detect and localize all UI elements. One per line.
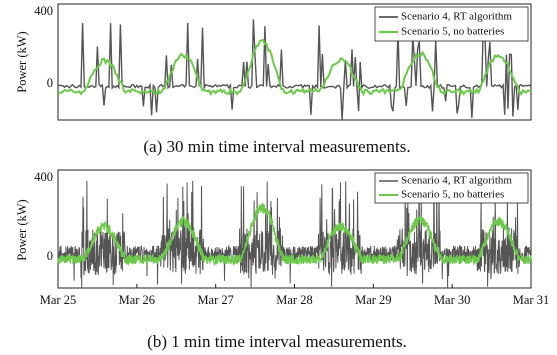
series-group-b	[57, 180, 532, 288]
plot-area-a	[57, 3, 532, 121]
legend-box-a	[374, 6, 529, 42]
series-line-scenario-4-a	[57, 19, 532, 120]
x-axis-ticks-b: Mar 25 Mar 26 Mar 27 Mar 28 Mar 29 Mar 30 Mar …	[40, 284, 549, 307]
xtick-label: Mar 25	[40, 293, 76, 307]
ytick-label-b-400: 400	[34, 170, 53, 184]
xtick-label: Mar 31	[513, 293, 549, 307]
series-line-scenario-5-b	[57, 202, 532, 267]
ytick-label-a-400: 400	[34, 4, 53, 18]
ytick-label-b-0: 0	[47, 249, 53, 263]
legend-a: Scenario 4, RT algorithm Scenario 5, no …	[374, 6, 529, 42]
caption-a: (a) 30 min time interval measurements.	[143, 137, 410, 156]
y-axis-label-a: Power (kW)	[15, 31, 29, 92]
legend-label-scenario-4-b: Scenario 4, RT algorithm	[401, 175, 512, 187]
xtick-label: Mar 26	[119, 293, 155, 307]
legend-box-b	[374, 172, 529, 204]
legend-b: Scenario 4, RT algorithm Scenario 5, no …	[374, 172, 529, 204]
ytick-label-a-0: 0	[47, 76, 53, 90]
xtick-label: Mar 29	[355, 293, 391, 307]
xtick-label: Mar 30	[434, 293, 470, 307]
panel-a: 400 0 Power (kW) Scenario 4, RT algorith…	[15, 3, 532, 156]
series-group-a	[57, 19, 532, 120]
legend-label-scenario-4-a: Scenario 4, RT algorithm	[401, 11, 512, 23]
xtick-label: Mar 27	[197, 293, 233, 307]
legend-label-scenario-5-a: Scenario 5, no batteries	[401, 26, 504, 38]
panel-b: 400 0 Power (kW) Mar 25 Mar 26 Mar 27 Mar 2…	[15, 169, 549, 351]
legend-label-scenario-5-b: Scenario 5, no batteries	[401, 189, 504, 201]
caption-b: (b) 1 min time interval measurements.	[147, 332, 407, 351]
series-line-scenario-5-a	[57, 38, 532, 97]
xtick-label: Mar 28	[276, 293, 312, 307]
y-axis-label-b: Power (kW)	[15, 199, 29, 260]
